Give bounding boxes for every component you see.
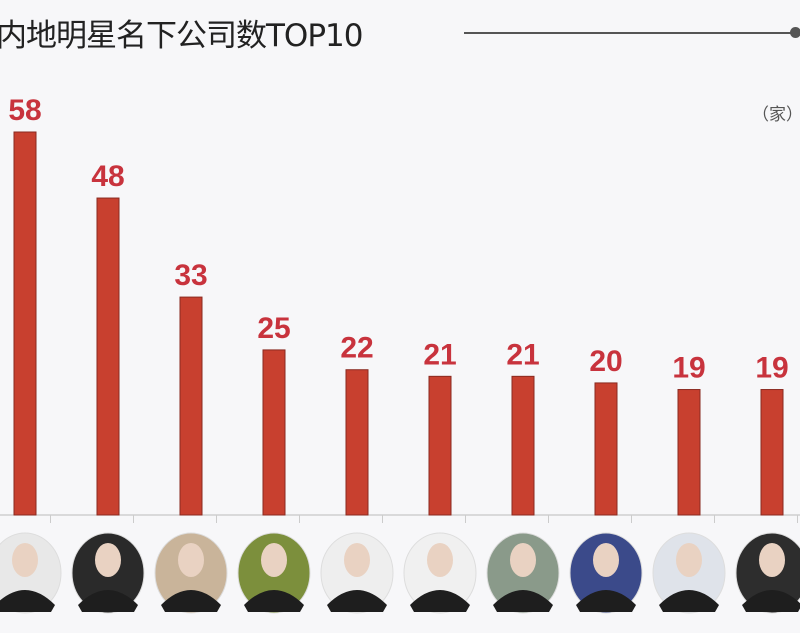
avatar-face [427,543,453,577]
data-label: 19 [755,352,788,385]
avatar-body [493,590,553,612]
data-label: 21 [423,338,456,371]
avatar-face [510,543,536,577]
avatar-body [742,590,800,612]
title-divider-line [464,32,794,34]
avatar-body [327,590,387,612]
avatar-body [659,590,719,612]
chart-title: 内地明星名下公司数TOP10 [0,18,363,54]
avatar-face [676,543,702,577]
avatar-body [0,590,55,612]
bar [179,296,203,516]
bar [262,349,286,516]
title-divider-dot [790,27,800,38]
unit-label: （家） [752,105,800,125]
avatar-face [261,543,287,577]
avatar-face [95,543,121,577]
bar [760,389,784,516]
avatar-body [244,590,304,612]
data-label: 58 [8,94,41,127]
bar [96,197,120,516]
avatar-body [78,590,138,612]
avatar-body [161,590,221,612]
avatar-face [344,543,370,577]
bar [511,375,535,516]
avatar-face [178,543,204,577]
bar [345,369,369,516]
bar [677,389,701,516]
avatar-face [593,543,619,577]
avatar-face [759,543,785,577]
data-label: 21 [506,338,539,371]
data-label: 25 [257,312,290,345]
bar [13,131,37,516]
avatar-face [12,543,38,577]
data-label: 19 [672,352,705,385]
data-label: 20 [589,345,622,378]
data-label: 22 [340,332,373,365]
bar [594,382,618,516]
avatar-body [410,590,470,612]
data-label: 33 [174,259,207,292]
bar [428,375,452,516]
avatar-body [576,590,636,612]
data-label: 48 [91,160,124,193]
